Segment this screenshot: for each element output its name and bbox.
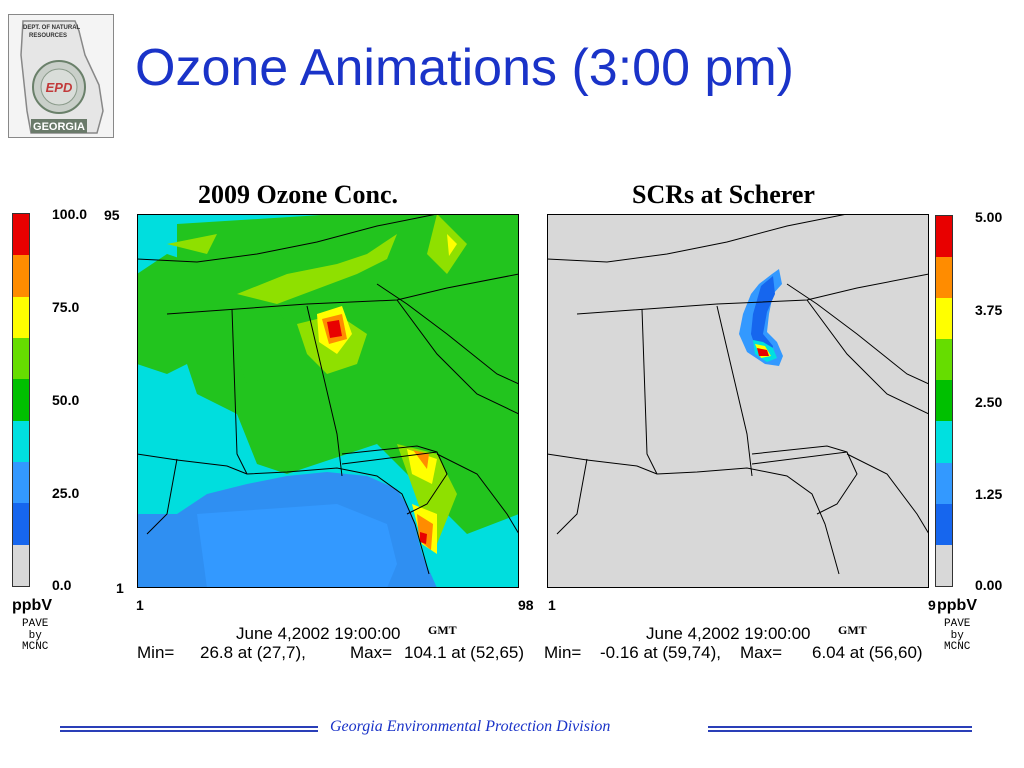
right-colorbar-swatch xyxy=(936,216,952,258)
left-credit-line: MCNC xyxy=(22,641,49,654)
left-credit: PAVE by MCNC xyxy=(22,618,49,654)
right-max-value: 6.04 at (56,60) xyxy=(812,643,923,662)
right-colorbar-tick: 3.75 xyxy=(975,302,1003,318)
right-x-tick-end: 9 xyxy=(928,597,936,613)
left-credit-line: PAVE xyxy=(22,618,49,630)
left-x-tick-start: 1 xyxy=(136,597,144,613)
right-max-label: Max= xyxy=(740,643,783,662)
left-map xyxy=(137,214,519,588)
left-timestamp: June 4,2002 19:00:00 xyxy=(236,624,401,643)
left-colorbar-swatch xyxy=(13,214,29,256)
left-max-value: 104.1 at (52,65) xyxy=(404,643,525,662)
right-colorbar-tick: 2.50 xyxy=(975,394,1003,410)
right-min-value: -0.16 at (59,74), xyxy=(600,643,721,662)
left-min-label: Min= xyxy=(137,643,175,662)
right-colorbar-swatch xyxy=(936,298,952,340)
right-credit: PAVE by MCNC xyxy=(944,618,971,654)
footer-text: Georgia Environmental Protection Divisio… xyxy=(330,718,611,735)
right-map xyxy=(547,214,929,588)
left-colorbar-tick: 0.0 xyxy=(52,577,72,593)
right-credit-line: PAVE xyxy=(944,618,971,630)
right-colorbar-swatch xyxy=(936,339,952,381)
logo-line-3: GEORGIA xyxy=(33,121,85,133)
slide-title: Ozone Animations (3:00 pm) xyxy=(135,39,794,97)
left-y-tick-bottom: 1 xyxy=(116,580,124,596)
right-x-tick-start: 1 xyxy=(548,597,556,613)
right-colorbar-tick: 1.25 xyxy=(975,486,1003,502)
left-min-value: 26.8 at (27,7), xyxy=(200,643,306,662)
left-x-tick-end: 98 xyxy=(518,597,534,613)
left-max-label: Max= xyxy=(350,643,393,662)
left-timezone: GMT xyxy=(428,623,457,637)
right-colorbar-swatch xyxy=(936,257,952,299)
logo-line-1: DEPT. OF NATURAL xyxy=(23,25,81,31)
right-colorbar xyxy=(935,215,953,587)
right-timezone: GMT xyxy=(838,623,867,637)
left-colorbar-swatch xyxy=(13,461,29,504)
right-colorbar-tick: 0.00 xyxy=(975,577,1003,593)
left-colorbar-tick: 75.0 xyxy=(52,299,80,315)
logo-line-2: RESOURCES xyxy=(29,33,67,39)
left-colorbar-swatch xyxy=(13,296,29,338)
left-colorbar-swatch xyxy=(13,420,29,462)
right-panel-title: SCRs at Scherer xyxy=(632,180,815,209)
right-colorbar-tick: 5.00 xyxy=(975,209,1003,225)
left-colorbar-tick: 50.0 xyxy=(52,392,80,408)
footer-rule-right xyxy=(708,726,972,732)
right-units: ppbV xyxy=(937,597,977,614)
left-colorbar-tick: 100.0 xyxy=(52,206,88,222)
left-colorbar xyxy=(12,213,30,587)
right-colorbar-swatch xyxy=(936,462,952,504)
left-colorbar-tick: 25.0 xyxy=(52,485,80,501)
left-colorbar-swatch xyxy=(13,544,29,586)
right-credit-line: by xyxy=(950,629,964,642)
right-min-label: Min= xyxy=(544,643,582,662)
left-colorbar-swatch xyxy=(13,255,29,297)
right-credit-line: MCNC xyxy=(944,641,971,654)
footer-rule-left xyxy=(60,726,318,732)
georgia-dnr-seal-icon: EPD DEPT. OF NATURAL RESOURCES GEORGIA xyxy=(20,20,104,134)
right-colorbar-swatch xyxy=(936,544,952,586)
right-colorbar-swatch xyxy=(936,421,952,463)
left-units: ppbV xyxy=(12,597,52,614)
right-colorbar-swatch xyxy=(936,380,952,422)
left-colorbar-swatch xyxy=(13,503,29,545)
right-timestamp: June 4,2002 19:00:00 xyxy=(646,624,811,643)
left-panel-title: 2009 Ozone Conc. xyxy=(198,180,399,209)
left-colorbar-swatch xyxy=(13,337,29,380)
right-colorbar-swatch xyxy=(936,503,952,545)
left-y-tick-top: 95 xyxy=(104,207,120,223)
logo-seal-text: EPD xyxy=(46,80,73,95)
left-colorbar-swatch xyxy=(13,379,29,421)
left-credit-line: by xyxy=(28,629,42,642)
georgia-logo: EPD DEPT. OF NATURAL RESOURCES GEORGIA xyxy=(8,14,114,138)
